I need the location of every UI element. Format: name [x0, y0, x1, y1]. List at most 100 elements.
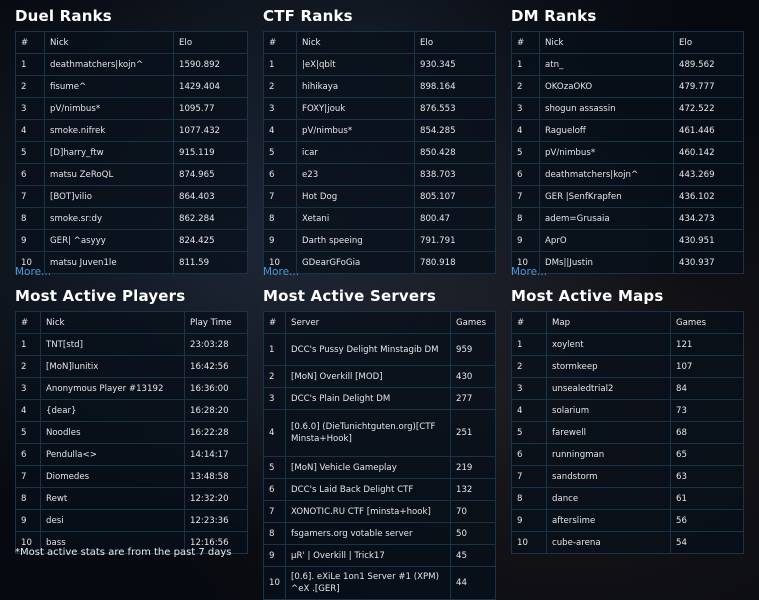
nick-cell[interactable]: Xetani	[296, 207, 415, 230]
table-row[interactable]: 5 [D]harry_ftw 915.119	[15, 141, 248, 164]
server-cell[interactable]: DCC's Plain Delight DM	[285, 387, 451, 410]
map-cell[interactable]: farewell	[546, 421, 671, 444]
map-cell[interactable]: cube-arena	[546, 531, 671, 554]
map-cell[interactable]: runningman	[546, 443, 671, 466]
nick-cell[interactable]: hihikaya	[296, 75, 415, 98]
nick-cell[interactable]: Hot Dog	[296, 185, 415, 208]
table-row[interactable]: 2 hihikaya 898.164	[263, 75, 496, 98]
table-row[interactable]: 3 pV/nimbus* 1095.77	[15, 97, 248, 120]
nick-cell[interactable]: deathmatchers|kojn^	[539, 163, 674, 186]
server-cell[interactable]: [MoN] Vehicle Gameplay	[285, 456, 451, 479]
map-cell[interactable]: dance	[546, 487, 671, 510]
server-cell[interactable]: [0.6]. eXiLe 1on1 Server #1 (XPM) ^eX .[…	[285, 566, 451, 600]
table-row[interactable]: 6 matsu ZeRoQL 874.965	[15, 163, 248, 186]
server-cell[interactable]: XONOTIC.RU CTF [minsta+hook]	[285, 500, 451, 523]
nick-cell[interactable]: matsu ZeRoQL	[44, 163, 174, 186]
table-row[interactable]: 6 e23 838.703	[263, 163, 496, 186]
table-row[interactable]: 7 sandstorm 63	[511, 465, 744, 488]
table-row[interactable]: 5 pV/nimbus* 460.142	[511, 141, 744, 164]
table-row[interactable]: 9 AprO 430.951	[511, 229, 744, 252]
table-row[interactable]: 1 atn_ 489.562	[511, 53, 744, 76]
nick-cell[interactable]: bass	[40, 531, 185, 554]
table-row[interactable]: 1 deathmatchers|kojn^ 1590.892	[15, 53, 248, 76]
table-row[interactable]: 7 Diomedes 13:48:58	[15, 465, 248, 488]
table-row[interactable]: 4 pV/nimbus* 854.285	[263, 119, 496, 142]
table-row[interactable]: 3 unsealedtrial2 84	[511, 377, 744, 400]
nick-cell[interactable]: [BOT]vilio	[44, 185, 174, 208]
table-row[interactable]: 9 Darth speeing 791.791	[263, 229, 496, 252]
nick-cell[interactable]: FOXY|jouk	[296, 97, 415, 120]
nick-cell[interactable]: |eX|qblt	[296, 53, 415, 76]
nick-cell[interactable]: desi	[40, 509, 185, 532]
table-row[interactable]: 6 DCC's Laid Back Delight CTF 132	[263, 478, 496, 501]
nick-cell[interactable]: fisume^	[44, 75, 174, 98]
table-row[interactable]: 3 DCC's Plain Delight DM 277	[263, 387, 496, 410]
table-row[interactable]: 8 Rewt 12:32:20	[15, 487, 248, 510]
table-row[interactable]: 8 dance 61	[511, 487, 744, 510]
nick-cell[interactable]: icar	[296, 141, 415, 164]
server-cell[interactable]: DCC's Laid Back Delight CTF	[285, 478, 451, 501]
table-row[interactable]: 2 [MoN] Overkill [MOD] 430	[263, 365, 496, 388]
nick-cell[interactable]: pV/nimbus*	[539, 141, 674, 164]
table-row[interactable]: 5 [MoN] Vehicle Gameplay 219	[263, 456, 496, 479]
map-cell[interactable]: afterslime	[546, 509, 671, 532]
nick-cell[interactable]: Rewt	[40, 487, 185, 510]
nick-cell[interactable]: smoke.nifrek	[44, 119, 174, 142]
nick-cell[interactable]: pV/nimbus*	[296, 119, 415, 142]
nick-cell[interactable]: Noodles	[40, 421, 185, 444]
nick-cell[interactable]: Ragueloff	[539, 119, 674, 142]
nick-cell[interactable]: TNT[std]	[40, 333, 185, 356]
nick-cell[interactable]: {dear}	[40, 399, 185, 422]
map-cell[interactable]: xoylent	[546, 333, 671, 356]
nick-cell[interactable]: Pendulla<>	[40, 443, 185, 466]
table-row[interactable]: 9 afterslime 56	[511, 509, 744, 532]
nick-cell[interactable]: GER |SenfKrapfen	[539, 185, 674, 208]
nick-cell[interactable]: pV/nimbus*	[44, 97, 174, 120]
server-cell[interactable]: [MoN] Overkill [MOD]	[285, 365, 451, 388]
nick-cell[interactable]: GDearGFoGia	[296, 251, 415, 274]
nick-cell[interactable]: DMs||Justin	[539, 251, 674, 274]
table-row[interactable]: 6 runningman 65	[511, 443, 744, 466]
nick-cell[interactable]: Diomedes	[40, 465, 185, 488]
table-row[interactable]: 6 deathmatchers|kojn^ 443.269	[511, 163, 744, 186]
server-cell[interactable]: DCC's Pussy Delight Minstagib DM	[285, 333, 451, 366]
table-row[interactable]: 4 [0.6.0] (DieTunichtguten.org)[CTF Minst…	[263, 409, 496, 457]
nick-cell[interactable]: atn_	[539, 53, 674, 76]
table-row[interactable]: 8 smoke.sr:dy 862.284	[15, 207, 248, 230]
nick-cell[interactable]: [D]harry_ftw	[44, 141, 174, 164]
server-cell[interactable]: fsgamers.org votable server	[285, 522, 451, 545]
table-row[interactable]: 10 GDearGFoGia 780.918	[263, 251, 496, 274]
map-cell[interactable]: sandstorm	[546, 465, 671, 488]
table-row[interactable]: 8 Xetani 800.47	[263, 207, 496, 230]
table-row[interactable]: 10 [0.6]. eXiLe 1on1 Server #1 (XPM) ^eX …	[263, 566, 496, 600]
table-row[interactable]: 1 xoylent 121	[511, 333, 744, 356]
nick-cell[interactable]: shogun assassin	[539, 97, 674, 120]
table-row[interactable]: 5 icar 850.428	[263, 141, 496, 164]
table-row[interactable]: 4 {dear} 16:28:20	[15, 399, 248, 422]
server-cell[interactable]: µR' | Overkill | Trick17	[285, 544, 451, 567]
table-row[interactable]: 2 fisume^ 1429.404	[15, 75, 248, 98]
nick-cell[interactable]: Darth speeing	[296, 229, 415, 252]
server-cell[interactable]: [0.6.0] (DieTunichtguten.org)[CTF Minsta…	[285, 409, 451, 457]
table-row[interactable]: 9 desi 12:23:36	[15, 509, 248, 532]
table-row[interactable]: 8 adem=Grusaia 434.273	[511, 207, 744, 230]
table-row[interactable]: 5 Noodles 16:22:28	[15, 421, 248, 444]
table-row[interactable]: 3 FOXY|jouk 876.553	[263, 97, 496, 120]
table-row[interactable]: 8 fsgamers.org votable server 50	[263, 522, 496, 545]
table-row[interactable]: 7 GER |SenfKrapfen 436.102	[511, 185, 744, 208]
table-row[interactable]: 5 farewell 68	[511, 421, 744, 444]
map-cell[interactable]: stormkeep	[546, 355, 671, 378]
map-cell[interactable]: unsealedtrial2	[546, 377, 671, 400]
table-row[interactable]: 3 shogun assassin 472.522	[511, 97, 744, 120]
map-cell[interactable]: solarium	[546, 399, 671, 422]
nick-cell[interactable]: matsu Juven1le	[44, 251, 174, 274]
table-row[interactable]: 1 |eX|qblt 930.345	[263, 53, 496, 76]
table-row[interactable]: 10 DMs||Justin 430.937	[511, 251, 744, 274]
table-row[interactable]: 6 Pendulla<> 14:14:17	[15, 443, 248, 466]
table-row[interactable]: 4 solarium 73	[511, 399, 744, 422]
table-row[interactable]: 1 TNT[std] 23:03:28	[15, 333, 248, 356]
table-row[interactable]: 4 smoke.nifrek 1077.432	[15, 119, 248, 142]
nick-cell[interactable]: deathmatchers|kojn^	[44, 53, 174, 76]
table-row[interactable]: 2 [MoN]lunitix 16:42:56	[15, 355, 248, 378]
nick-cell[interactable]: AprO	[539, 229, 674, 252]
